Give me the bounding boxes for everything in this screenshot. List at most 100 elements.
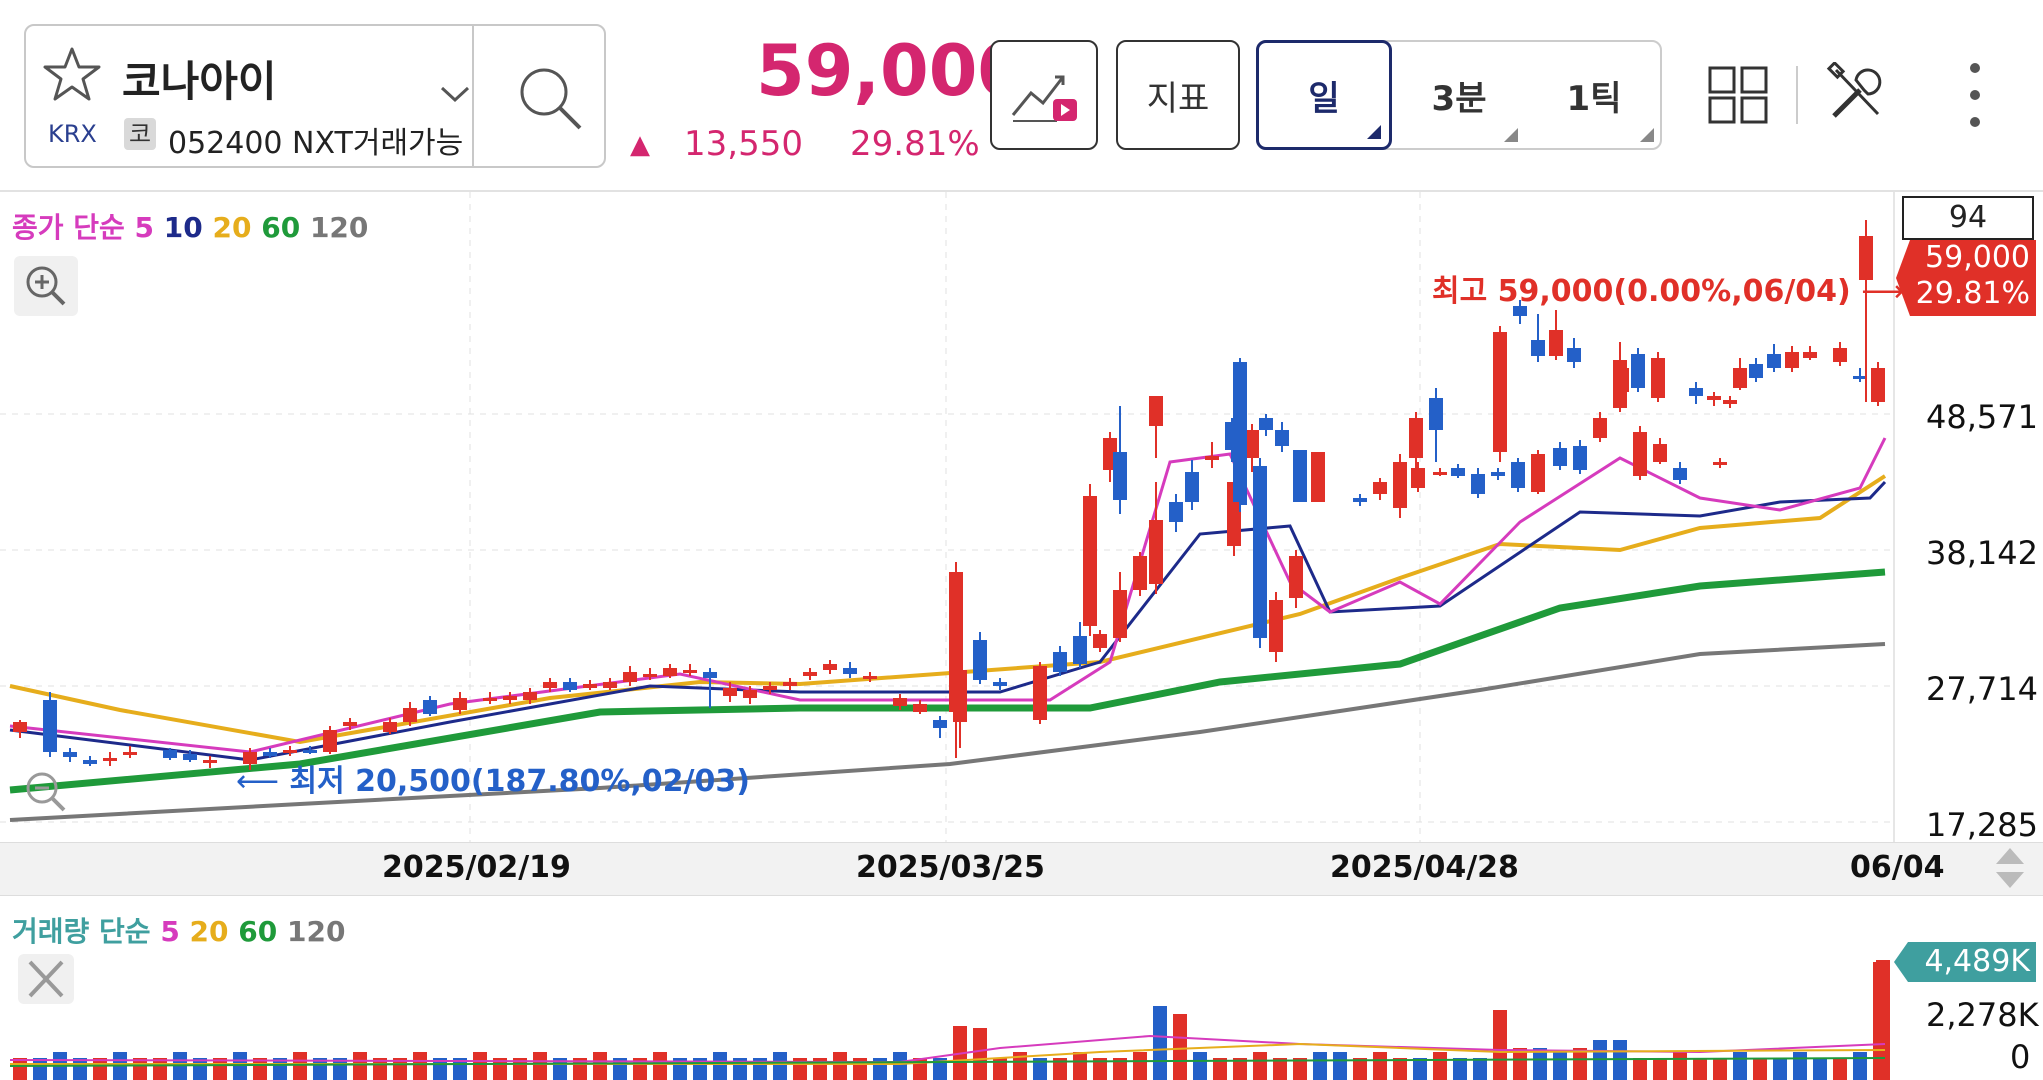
candle-body [703, 672, 717, 678]
volume-bar [93, 1058, 107, 1080]
candle-body [1245, 430, 1259, 458]
candle-body [1113, 590, 1127, 638]
candle-body [623, 672, 637, 682]
candle-body [1593, 418, 1607, 438]
tools-icon[interactable] [1826, 62, 1886, 124]
chevron-down-icon[interactable] [440, 84, 470, 104]
candle-body [543, 682, 557, 688]
candle-body [1631, 354, 1645, 388]
stock-code: 052400 NXT거래가능 [168, 118, 463, 162]
candle-body [1149, 520, 1163, 584]
candle-body [123, 752, 137, 755]
candle-body [1651, 358, 1665, 398]
candle-body [1411, 468, 1425, 488]
volume-bar [1413, 1058, 1427, 1080]
period-day-button[interactable]: 일 [1256, 40, 1392, 150]
candle-body [1511, 462, 1525, 488]
candle-body [163, 750, 177, 758]
candle-body [563, 682, 577, 690]
high-annotation-text: 최고 59,000(0.00%,06/04) [1432, 274, 1851, 309]
volume-bar [33, 1058, 47, 1080]
high-annotation: 최고 59,000(0.00%,06/04) ⟶ [1432, 266, 1904, 310]
period-tick-button[interactable]: 1틱 [1526, 40, 1662, 150]
low-annotation-text: 최저 20,500(187.80%,02/03) [289, 764, 750, 799]
volume-bar [713, 1052, 727, 1080]
candle-body [1493, 332, 1507, 452]
period-day-label: 일 [1308, 71, 1339, 120]
candle-body [603, 682, 617, 688]
candle-body [1433, 472, 1447, 475]
zoom-out-icon[interactable] [14, 762, 78, 822]
candle-body [803, 672, 817, 676]
more-vertical-icon[interactable] [1960, 60, 1990, 130]
grid-icon[interactable] [1708, 66, 1768, 124]
candle-body [323, 730, 337, 752]
volume-bar [1313, 1052, 1327, 1080]
x-axis-label: 06/04 [1850, 850, 1944, 885]
chart-play-button[interactable] [990, 40, 1098, 150]
volume-bar [1393, 1058, 1407, 1080]
candle-body [1451, 468, 1465, 476]
candle-body [1083, 496, 1097, 626]
candle-body [663, 668, 677, 676]
candle-body [483, 698, 497, 701]
candle-body [1531, 340, 1545, 356]
candle-body [1553, 448, 1567, 466]
volume-bar [73, 1058, 87, 1080]
candle-body [103, 758, 117, 761]
volume-bar [1573, 1048, 1587, 1080]
volume-bar [13, 1058, 27, 1080]
volume-bar [973, 1028, 987, 1080]
candle-body [1311, 452, 1325, 502]
candle-body [183, 754, 197, 760]
candle-body [423, 700, 437, 714]
candle-body [1409, 418, 1423, 458]
candle-body [683, 670, 697, 673]
period-3min-button[interactable]: 3분 [1392, 40, 1526, 150]
volume-bar [1253, 1052, 1267, 1080]
vol-y-axis-label: 0 [2010, 1038, 2030, 1076]
volume-bar [1133, 1052, 1147, 1080]
candle-body [933, 720, 947, 728]
volume-bar [1773, 1058, 1787, 1080]
ma20-line [10, 476, 1885, 742]
candle-body [949, 572, 963, 712]
candle-body [1491, 472, 1505, 476]
star-icon[interactable] [42, 46, 102, 104]
candle-body [453, 698, 467, 710]
candle-body [1653, 444, 1667, 462]
candle-body [1033, 666, 1047, 720]
candle-body [1259, 418, 1273, 430]
candle-body [1429, 398, 1443, 430]
candle-body [893, 698, 907, 706]
candle-body [1723, 400, 1737, 404]
candle-body [1733, 368, 1747, 388]
candle-body [863, 676, 877, 679]
volume-bar [1473, 1058, 1487, 1080]
search-icon[interactable] [516, 64, 584, 132]
volume-bar [1793, 1052, 1807, 1080]
volume-bar [1493, 1010, 1507, 1080]
candle-body [1185, 472, 1199, 502]
candle-body [1275, 430, 1289, 446]
x-axis-label: 2025/04/28 [1330, 850, 1519, 885]
divider [1796, 66, 1798, 124]
stock-name: 코나아이 [122, 48, 277, 109]
current-price: 59,000 [756, 30, 1026, 112]
candle-body [1073, 636, 1087, 664]
indicator-button[interactable]: 지표 [1116, 40, 1240, 150]
candle-body [743, 690, 757, 698]
vol-y-axis-label: 2,278K [1926, 996, 2039, 1034]
candle-body [1205, 456, 1219, 460]
axis-scroll-icon[interactable] [1994, 846, 2026, 890]
volume-bar [1173, 1014, 1187, 1080]
volume-bar [1433, 1052, 1447, 1080]
market-label: KRX [48, 120, 97, 148]
ma10-line [10, 482, 1885, 760]
volume-chart[interactable] [0, 940, 1895, 1080]
candle-body [1353, 498, 1367, 502]
candle-body [203, 760, 217, 763]
candle-body [1093, 634, 1107, 648]
candle-body [1293, 450, 1307, 502]
candle-body [1269, 600, 1283, 652]
